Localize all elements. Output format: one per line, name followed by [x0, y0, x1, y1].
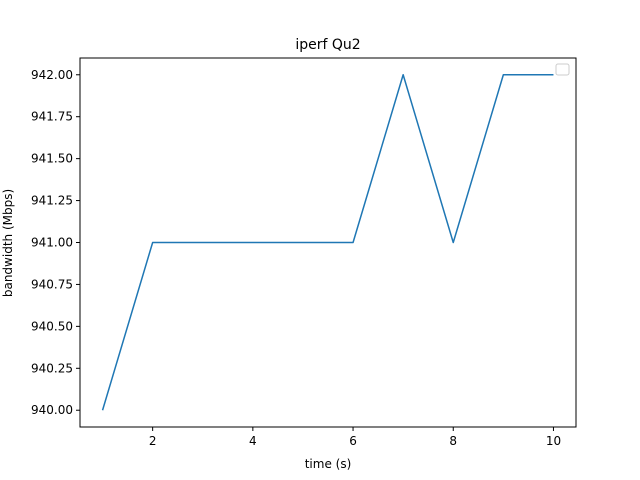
legend-box — [555, 63, 570, 76]
y-tick-label: 940.75 — [31, 277, 73, 291]
y-tick-label: 941.00 — [31, 236, 73, 250]
x-tick-label: 2 — [149, 434, 157, 448]
y-tick-label: 942.00 — [31, 68, 73, 82]
y-axis-label: bandwidth (Mbps) — [1, 189, 15, 297]
y-tick-label: 941.75 — [31, 110, 73, 124]
x-tick-label: 4 — [249, 434, 257, 448]
chart-title: iperf Qu2 — [295, 37, 360, 53]
y-tick-label: 940.00 — [31, 403, 73, 417]
y-tick-label: 940.25 — [31, 361, 73, 375]
series-line-0 — [101, 74, 554, 411]
x-axis-label: time (s) — [305, 457, 352, 471]
y-tick-label: 941.50 — [31, 152, 73, 166]
x-axis-ticks: 2 4 6 8 10 — [149, 427, 561, 448]
x-tick-label: 8 — [449, 434, 457, 448]
y-axis-ticks: 940.00 940.25 940.50 940.75 941.00 941.25 941.… — [31, 68, 80, 417]
y-tick-label: 941.25 — [31, 194, 73, 208]
series-layer — [101, 74, 554, 411]
x-tick-label: 10 — [546, 434, 561, 448]
x-tick-label: 6 — [349, 434, 357, 448]
y-tick-label: 940.50 — [31, 319, 73, 333]
